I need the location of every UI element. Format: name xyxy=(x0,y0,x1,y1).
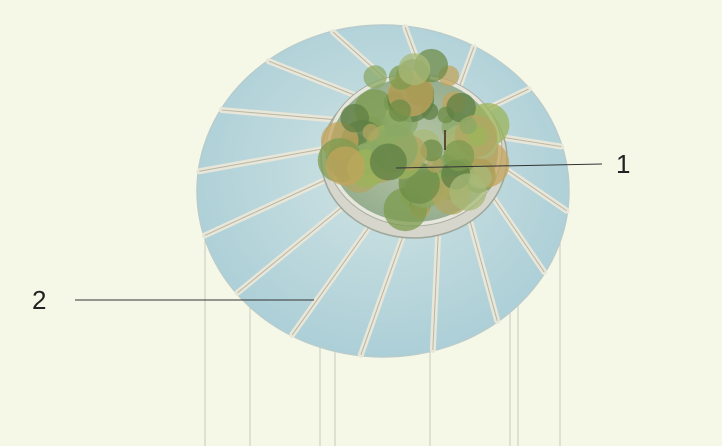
rib-edge xyxy=(221,109,336,121)
rib-edge xyxy=(469,219,498,321)
rib-edge xyxy=(432,233,439,350)
rib-edge xyxy=(492,195,545,273)
rib-edge xyxy=(291,225,371,336)
rib-edge xyxy=(457,47,475,91)
callout-label: 2 xyxy=(32,285,46,315)
rib-edge xyxy=(199,148,325,172)
rib-edge xyxy=(360,235,404,355)
tree-canopy xyxy=(446,92,476,123)
tree-canopy xyxy=(325,146,365,186)
tree-canopy xyxy=(449,173,487,211)
leader-line xyxy=(395,163,603,169)
rib-edge xyxy=(268,60,359,98)
tree-canopy xyxy=(369,143,407,181)
tree-canopy xyxy=(362,123,380,141)
tree-canopy xyxy=(363,65,387,89)
rib-edge xyxy=(500,136,562,148)
tree-canopy xyxy=(340,103,369,133)
callout-label: 1 xyxy=(616,149,630,179)
trees xyxy=(317,48,510,232)
rib-edge xyxy=(237,205,344,294)
ribs xyxy=(196,24,570,358)
rib-edge xyxy=(503,166,567,212)
tree-canopy xyxy=(443,140,475,171)
tree-canopy xyxy=(388,99,412,122)
rib-edge xyxy=(204,178,328,236)
tree-canopy xyxy=(398,53,431,86)
tree-canopy xyxy=(459,116,477,135)
